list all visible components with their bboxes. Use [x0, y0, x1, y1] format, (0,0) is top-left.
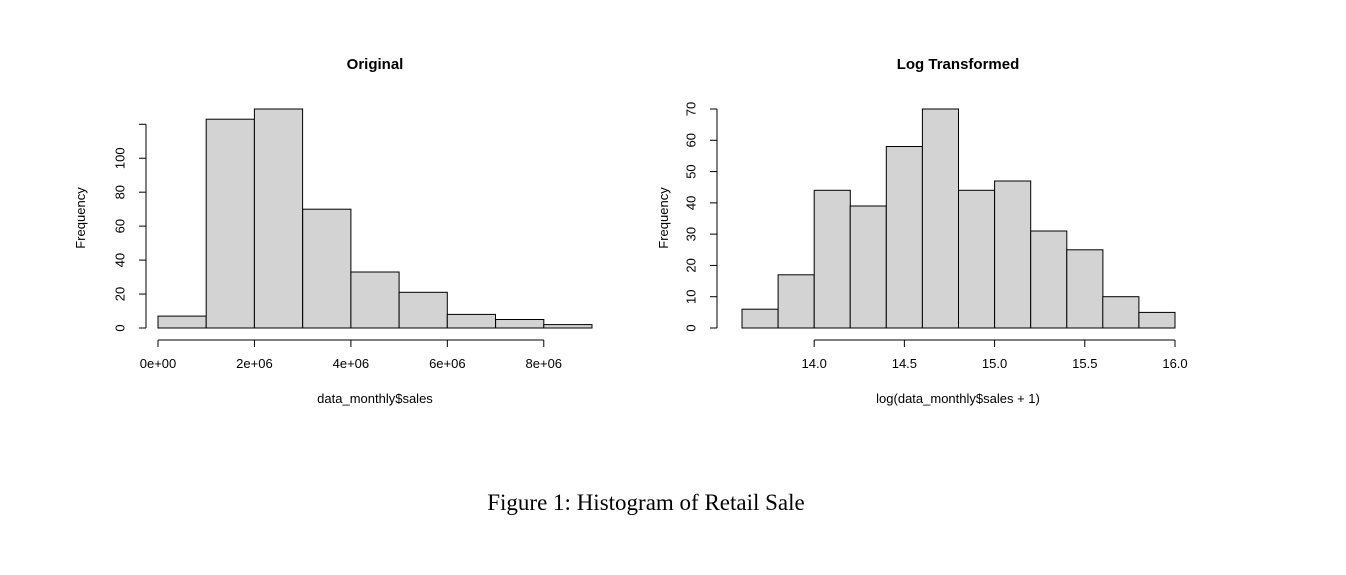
- histogram-bar: [1138, 311, 1176, 329]
- histogram-original: Original 0e+00 2e+06 4e+06 6e+06 8e+06 0 20 40…: [73, 56, 593, 406]
- figure-caption: Figure 1: Histogram of Retail Sale: [487, 490, 804, 515]
- histogram-bar: [1066, 249, 1104, 329]
- histogram-bar: [495, 319, 545, 329]
- x-axis: 0e+00 2e+06 4e+06 6e+06 8e+06: [140, 339, 563, 371]
- y-axis: 0 20 40 60 80 100: [113, 123, 147, 332]
- chart-title: Original: [347, 56, 404, 73]
- bars-group: [157, 108, 593, 329]
- histogram-bar: [398, 291, 448, 329]
- y-tick-label: 50: [684, 164, 699, 178]
- histogram-bar: [446, 313, 496, 329]
- histogram-bar: [205, 118, 255, 329]
- histogram-bar: [994, 180, 1032, 329]
- y-tick-label: 10: [684, 289, 699, 303]
- x-tick-label: 15.0: [982, 356, 1007, 371]
- x-axis-label: data_monthly$sales: [317, 391, 433, 406]
- y-axis-label: Frequency: [656, 187, 671, 249]
- histogram-bar: [1030, 230, 1068, 329]
- histogram-bar: [885, 146, 923, 329]
- histogram-bar: [302, 208, 352, 329]
- y-axis-label: Frequency: [73, 187, 88, 249]
- y-tick-label: 80: [113, 185, 128, 199]
- histogram-bar: [157, 315, 207, 329]
- x-tick-label: 4e+06: [333, 356, 370, 371]
- histogram-log-transformed: Log Transformed 14.0 14.5 15.0 15.5 16.0 0 10…: [656, 56, 1188, 406]
- bars-group: [741, 108, 1176, 329]
- y-tick-label: 40: [684, 196, 699, 210]
- histogram-bar: [741, 308, 779, 329]
- histogram-bar: [350, 271, 400, 329]
- y-tick-label: 20: [684, 258, 699, 272]
- x-tick-label: 6e+06: [429, 356, 466, 371]
- y-tick-label: 0: [684, 324, 699, 331]
- y-tick-label: 60: [113, 219, 128, 233]
- histogram-bar: [543, 324, 593, 329]
- histogram-bar: [921, 108, 960, 329]
- x-tick-label: 0e+00: [140, 356, 177, 371]
- x-tick-label: 16.0: [1162, 356, 1187, 371]
- x-tick-label: 14.0: [802, 356, 827, 371]
- histogram-bar: [813, 189, 851, 329]
- y-tick-label: 60: [684, 133, 699, 147]
- y-tick-label: 20: [113, 287, 128, 301]
- histogram-bar: [849, 205, 887, 329]
- histogram-bar: [958, 189, 996, 329]
- y-tick-label: 0: [113, 324, 128, 331]
- y-tick-label: 30: [684, 227, 699, 241]
- x-tick-label: 8e+06: [526, 356, 563, 371]
- y-axis: 0 10 20 30 40 50 60 70: [684, 102, 718, 332]
- histogram-bar: [777, 274, 815, 329]
- histogram-bar: [253, 108, 304, 329]
- x-tick-label: 2e+06: [236, 356, 273, 371]
- histogram-bar: [1102, 296, 1140, 329]
- y-tick-label: 70: [684, 102, 699, 116]
- x-tick-label: 15.5: [1072, 356, 1097, 371]
- y-tick-label: 40: [113, 253, 128, 267]
- x-tick-label: 14.5: [892, 356, 917, 371]
- y-tick-label: 100: [113, 147, 128, 169]
- x-axis-label: log(data_monthly$sales + 1): [876, 391, 1040, 406]
- x-axis: 14.0 14.5 15.0 15.5 16.0: [802, 339, 1188, 371]
- chart-title: Log Transformed: [897, 56, 1020, 73]
